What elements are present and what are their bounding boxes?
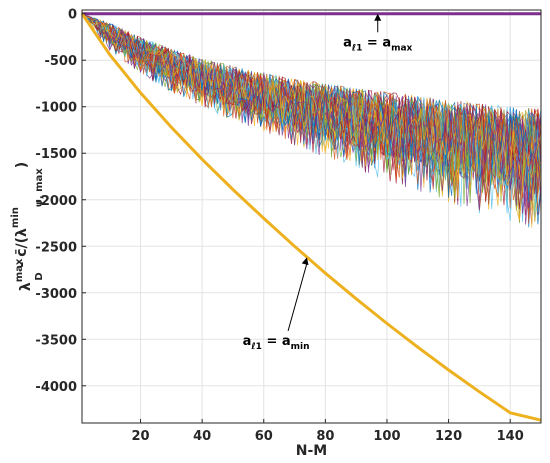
y-tick-label: -3500 bbox=[35, 333, 77, 348]
y-tick-label: -4000 bbox=[35, 380, 77, 395]
series-layer bbox=[80, 12, 542, 422]
trial-line bbox=[81, 13, 542, 204]
y-axis-label: λmax D - c̄/(λminψ, max) bbox=[10, 162, 45, 291]
annotation-amax: aℓ1 = amax bbox=[343, 13, 413, 53]
x-tick-label: 60 bbox=[255, 429, 273, 444]
x-tick-label: 140 bbox=[497, 429, 524, 444]
annotation-text: aℓ1 = amin bbox=[243, 334, 310, 352]
annotation-text: aℓ1 = amax bbox=[343, 35, 412, 53]
y-tick-label: -1000 bbox=[35, 101, 77, 116]
annotation-arrow bbox=[287, 263, 308, 331]
x-tick-label: 40 bbox=[193, 429, 211, 444]
x-tick-label: 100 bbox=[373, 429, 400, 444]
annotation-arrowhead bbox=[374, 13, 382, 21]
plot-frame bbox=[81, 9, 542, 424]
x-tick-label: 120 bbox=[435, 429, 462, 444]
annotation-arrowhead bbox=[301, 257, 309, 266]
y-tick-label: -1500 bbox=[35, 147, 77, 162]
annotation-amin: aℓ1 = amin bbox=[243, 257, 310, 352]
y-tick-label: 0 bbox=[68, 8, 77, 23]
grid bbox=[82, 10, 541, 423]
ticks: 20 40 60 80 100 120 140 0 -500 -1000 -1500 -2000 -25… bbox=[35, 8, 523, 444]
annotations: aℓ1 = amax aℓ1 = amin bbox=[243, 13, 413, 352]
trial-line bbox=[81, 13, 542, 221]
random-trials-band bbox=[81, 13, 542, 228]
x-tick-label: 20 bbox=[131, 429, 149, 444]
y-tick-label: -500 bbox=[44, 54, 77, 69]
x-tick-label: 80 bbox=[316, 429, 334, 444]
y-tick-label: -2000 bbox=[35, 194, 77, 209]
trial-line bbox=[81, 13, 542, 210]
y-tick-label: -2500 bbox=[35, 240, 77, 255]
y-axis-title: λmax D - c̄/(λminψ, max) bbox=[10, 162, 45, 291]
series-line-a_min bbox=[80, 12, 542, 422]
y-tick-label: -3000 bbox=[35, 287, 77, 302]
x-axis-title: N-M bbox=[296, 443, 327, 459]
